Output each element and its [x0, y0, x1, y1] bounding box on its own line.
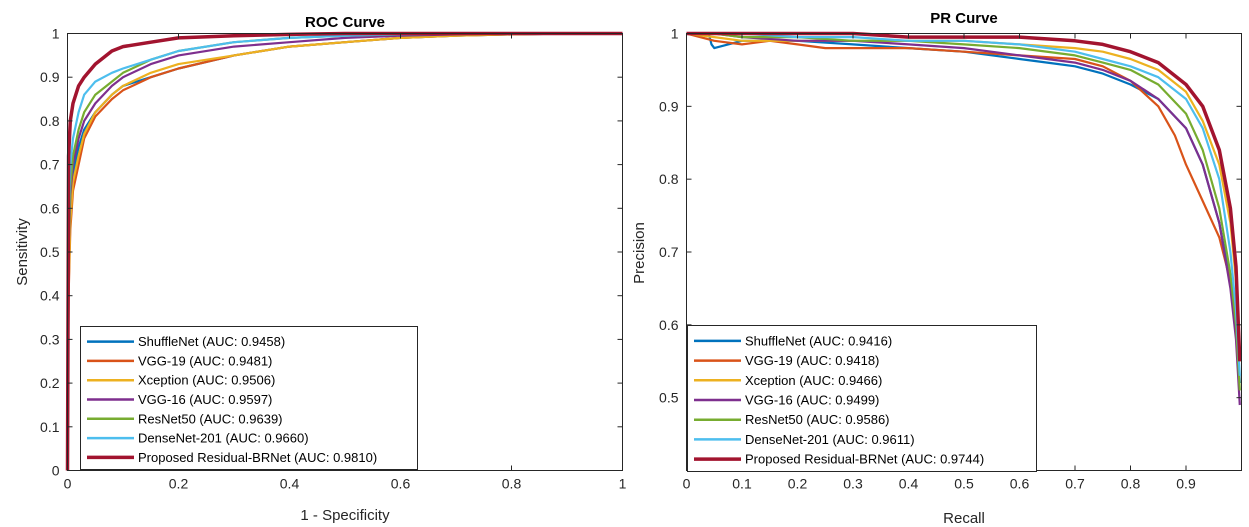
roc-ytick-label: 0.3 [40, 331, 60, 347]
pr-panel: PR Curve Recall Precision 0 0.1 0.2 0.3 0.4 0… [631, 10, 1242, 527]
roc-legend-label: Proposed Residual-BRNet (AUC: 0.9810) [138, 450, 377, 465]
roc-legend-label: DenseNet-201 (AUC: 0.9660) [138, 431, 309, 446]
pr-title: PR Curve [930, 10, 998, 27]
roc-legend-label: ShuffleNet (AUC: 0.9458) [138, 334, 285, 349]
roc-ytick-label: 0.7 [40, 157, 60, 173]
pr-legend-label: Xception (AUC: 0.9466) [745, 373, 882, 388]
roc-xtick-label: 0 [64, 476, 72, 492]
pr-xtick-label: 0.7 [1065, 476, 1085, 492]
pr-legend-label: ResNet50 (AUC: 0.9586) [745, 412, 890, 427]
roc-ytick-label: 0 [52, 463, 60, 479]
roc-ylabel: Sensitivity [14, 218, 31, 286]
pr-xlabel: Recall [943, 510, 985, 527]
pr-xtick-label: 0.2 [788, 476, 808, 492]
roc-legend-label: VGG-19 (AUC: 0.9481) [138, 353, 272, 368]
roc-ytick-label: 0.4 [40, 288, 60, 304]
roc-legend-label: VGG-16 (AUC: 0.9597) [138, 392, 272, 407]
pr-ytick-label: 0.8 [659, 171, 679, 187]
pr-series-line-5 [686, 32, 1241, 376]
roc-ytick-label: 1 [52, 26, 60, 42]
pr-xtick-label: 0.4 [899, 476, 919, 492]
roc-ytick-label: 0.2 [40, 375, 60, 391]
pr-xtick-label: 0.3 [843, 476, 863, 492]
roc-ytick-label: 0.6 [40, 200, 60, 216]
pr-xtick-label: 0.8 [1121, 476, 1141, 492]
pr-xtick-label: 0.9 [1176, 476, 1196, 492]
pr-series-line-1 [686, 32, 1241, 362]
pr-legend: ShuffleNet (AUC: 0.9416) VGG-19 (AUC: 0.9… [687, 325, 1037, 472]
roc-ytick-label: 0.9 [40, 69, 60, 85]
roc-axes: 0 0.2 0.4 0.6 0.8 1 0 0.1 0.2 0.3 0.4 0.5 0.6 0.7 0.8 0… [40, 26, 627, 492]
pr-ytick-label: 1 [671, 26, 679, 42]
pr-legend-label: DenseNet-201 (AUC: 0.9611) [745, 432, 915, 447]
pr-xtick-label: 0.6 [1010, 476, 1030, 492]
roc-xtick-label: 1 [619, 476, 627, 492]
roc-title: ROC Curve [305, 14, 385, 31]
roc-ytick-label: 0.8 [40, 113, 60, 129]
pr-axes: 0 0.1 0.2 0.3 0.4 0.5 0.6 0.7 0.8 0.9 0.5 0.6 0.7 0.8… [659, 26, 1242, 492]
pr-legend-box [687, 325, 1037, 472]
roc-ytick-label: 0.5 [40, 244, 60, 260]
roc-xtick-label: 0.6 [391, 476, 411, 492]
pr-xtick-label: 0 [683, 476, 691, 492]
pr-xtick-label: 0.1 [732, 476, 752, 492]
pr-series-line-3 [686, 32, 1241, 406]
pr-legend-label: ShuffleNet (AUC: 0.9416) [745, 333, 892, 348]
roc-series-line-2 [66, 32, 623, 471]
pr-ylabel: Precision [631, 222, 648, 284]
roc-legend: ShuffleNet (AUC: 0.9458) VGG-19 (AUC: 0.9… [80, 326, 418, 470]
roc-xlabel: 1 - Specificity [300, 507, 390, 524]
pr-ytick-label: 0.9 [659, 98, 679, 114]
roc-legend-box [80, 326, 418, 470]
roc-ytick-label: 0.1 [40, 419, 60, 435]
pr-ytick-label: 0.6 [659, 317, 679, 333]
roc-legend-label: ResNet50 (AUC: 0.9639) [138, 411, 283, 426]
roc-axes-box [67, 33, 623, 471]
roc-xtick-label: 0.8 [502, 476, 522, 492]
pr-legend-label: VGG-19 (AUC: 0.9418) [745, 353, 879, 368]
pr-legend-label: Proposed Residual-BRNet (AUC: 0.9744) [745, 452, 984, 467]
pr-legend-label: VGG-16 (AUC: 0.9499) [745, 393, 879, 408]
roc-xtick-label: 0.4 [280, 476, 300, 492]
pr-ytick-label: 0.7 [659, 244, 679, 260]
pr-xtick-label: 0.5 [954, 476, 974, 492]
pr-ytick-label: 0.5 [659, 390, 679, 406]
roc-xtick-label: 0.2 [169, 476, 189, 492]
roc-legend-label: Xception (AUC: 0.9506) [138, 373, 275, 388]
